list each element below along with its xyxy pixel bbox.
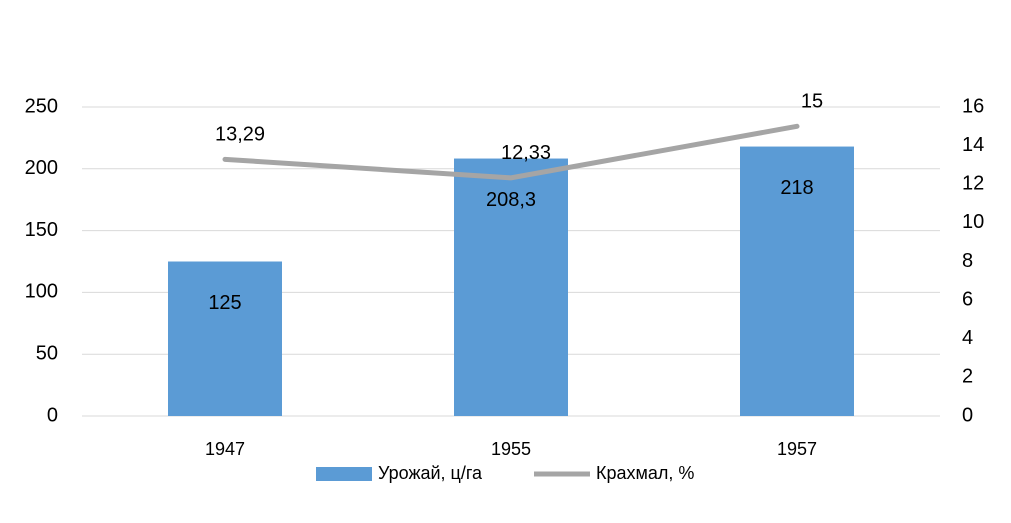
data-label: 12,33: [501, 142, 551, 164]
bar: [168, 261, 282, 416]
legend-label: Урожай, ц/га: [378, 463, 483, 483]
y2-tick-label: 2: [962, 366, 973, 388]
legend-swatch: [316, 467, 372, 481]
y2-tick-label: 0: [962, 404, 973, 426]
y2-tick-label: 16: [962, 95, 984, 117]
x-tick-label: 1957: [777, 439, 817, 459]
y2-tick-label: 4: [962, 327, 973, 349]
y-tick-label: 200: [25, 157, 58, 179]
y-tick-label: 150: [25, 219, 58, 241]
data-label: 208,3: [486, 189, 536, 211]
data-label: 218: [780, 177, 813, 199]
line: [222, 123, 800, 181]
y2-tick-label: 10: [962, 211, 984, 233]
y2-tick-label: 6: [962, 288, 973, 310]
x-tick-label: 1955: [491, 439, 531, 459]
data-label: 15: [801, 91, 823, 113]
y-tick-label: 100: [25, 281, 58, 303]
legend-label: Крахмал, %: [596, 463, 694, 483]
x-tick-label: 1947: [205, 439, 245, 459]
y2-tick-label: 14: [962, 134, 984, 156]
y-tick-label: 0: [47, 404, 58, 426]
bar: [454, 158, 568, 416]
data-label: 125: [208, 292, 241, 314]
y2-tick-label: 8: [962, 250, 973, 272]
data-label: 13,29: [215, 124, 265, 146]
y2-tick-label: 12: [962, 173, 984, 195]
bar: [740, 146, 854, 416]
y-tick-label: 50: [36, 342, 58, 364]
y-tick-label: 250: [25, 95, 58, 117]
